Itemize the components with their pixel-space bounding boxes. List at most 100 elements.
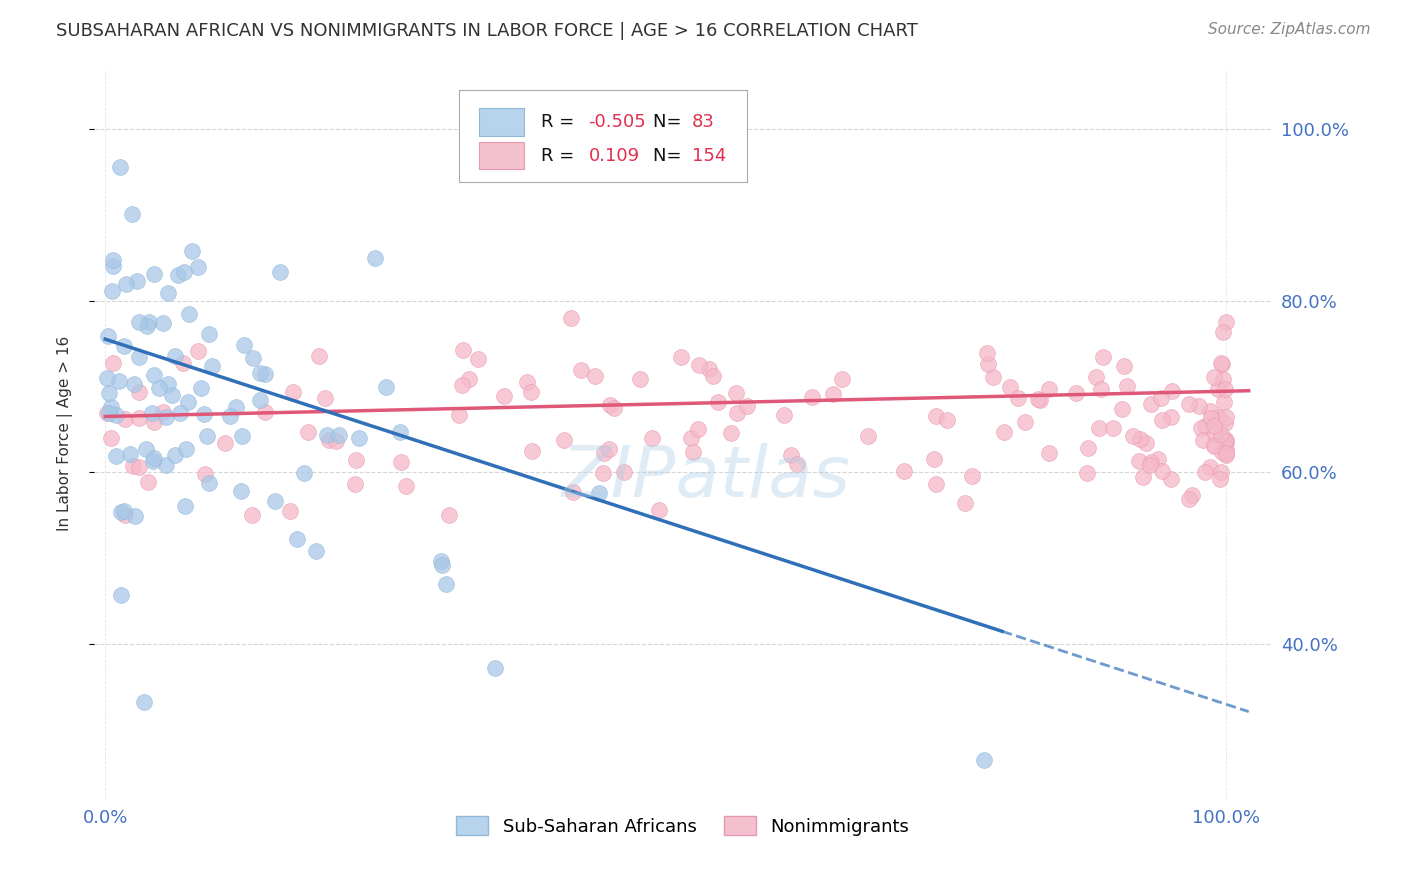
Point: [114, 277, 136, 291]
Bar: [479, 108, 523, 136]
Point: [169, 406, 191, 420]
Point: [603, 401, 626, 415]
Text: N=: N=: [654, 112, 688, 131]
Point: [292, 466, 315, 480]
Point: [100, 284, 122, 298]
Point: [128, 315, 150, 329]
Point: [105, 449, 128, 463]
Point: [697, 361, 720, 376]
Point: [388, 425, 411, 439]
Point: [142, 451, 165, 466]
Point: [993, 425, 1015, 439]
Point: [1212, 395, 1234, 409]
Point: [560, 310, 582, 325]
Point: [155, 458, 177, 473]
Point: [318, 434, 340, 448]
Point: [143, 267, 166, 281]
Point: [1139, 458, 1161, 472]
Point: [593, 446, 616, 460]
Point: [190, 381, 212, 395]
Bar: [479, 142, 523, 169]
Point: [702, 368, 724, 383]
Point: [821, 386, 844, 401]
Point: [1204, 438, 1226, 452]
Point: [305, 543, 328, 558]
Text: N=: N=: [654, 147, 688, 165]
Point: [858, 429, 880, 443]
Point: [688, 358, 710, 372]
Point: [103, 356, 125, 370]
Point: [598, 442, 620, 456]
Point: [494, 389, 516, 403]
Point: [628, 372, 651, 386]
Point: [160, 387, 183, 401]
Point: [648, 503, 671, 517]
Point: [641, 431, 664, 445]
Point: [110, 588, 132, 602]
Text: Source: ZipAtlas.com: Source: ZipAtlas.com: [1208, 22, 1371, 37]
Point: [136, 318, 159, 333]
Point: [121, 207, 143, 221]
Point: [434, 577, 457, 591]
Point: [1215, 446, 1237, 460]
Point: [935, 413, 957, 427]
Point: [1213, 432, 1236, 446]
Point: [364, 251, 387, 265]
Point: [142, 454, 165, 468]
Point: [198, 327, 221, 342]
Point: [135, 442, 157, 456]
Point: [328, 427, 350, 442]
Point: [172, 356, 194, 370]
Point: [1213, 434, 1236, 449]
Point: [1160, 409, 1182, 424]
Point: [240, 508, 263, 523]
Point: [193, 407, 215, 421]
Point: [101, 259, 124, 273]
Point: [136, 475, 159, 489]
Point: [1211, 445, 1233, 459]
Point: [1199, 410, 1222, 425]
Point: [553, 434, 575, 448]
Point: [254, 368, 277, 382]
Y-axis label: In Labor Force | Age > 16: In Labor Force | Age > 16: [58, 336, 73, 532]
Point: [1215, 315, 1237, 329]
Point: [682, 445, 704, 459]
Point: [430, 558, 453, 572]
Text: SUBSAHARAN AFRICAN VS NONIMMIGRANTS IN LABOR FORCE | AGE > 16 CORRELATION CHART: SUBSAHARAN AFRICAN VS NONIMMIGRANTS IN L…: [56, 22, 918, 40]
Point: [231, 484, 253, 499]
Text: R =: R =: [541, 147, 581, 165]
Legend: Sub-Saharan Africans, Nonimmigrants: Sub-Saharan Africans, Nonimmigrants: [447, 807, 918, 845]
Point: [1038, 446, 1060, 460]
Point: [1135, 436, 1157, 450]
Point: [165, 349, 187, 363]
Point: [389, 455, 412, 469]
Point: [1114, 359, 1136, 373]
Point: [177, 395, 200, 409]
Point: [973, 753, 995, 767]
Point: [156, 286, 179, 301]
Point: [1146, 451, 1168, 466]
Point: [96, 371, 118, 385]
Point: [1211, 427, 1233, 442]
Point: [1212, 372, 1234, 386]
Point: [225, 401, 247, 415]
Point: [1122, 429, 1144, 443]
Point: [1014, 415, 1036, 429]
Point: [128, 459, 150, 474]
Point: [98, 386, 121, 401]
Point: [1102, 421, 1125, 435]
Text: -0.505: -0.505: [588, 112, 647, 131]
Point: [1077, 441, 1099, 455]
Point: [269, 265, 291, 279]
Point: [174, 442, 197, 456]
Point: [1084, 370, 1107, 384]
Point: [669, 350, 692, 364]
Point: [1204, 427, 1226, 442]
Point: [1199, 404, 1222, 418]
Point: [156, 376, 179, 391]
Point: [163, 448, 186, 462]
Point: [142, 415, 165, 429]
Point: [706, 395, 728, 409]
Point: [983, 370, 1005, 384]
Point: [112, 338, 135, 352]
